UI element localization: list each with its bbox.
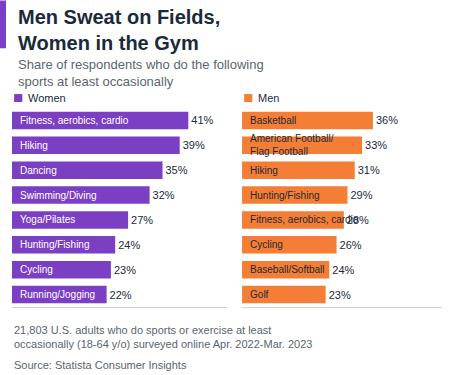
svg-text:Hiking: Hiking [20,140,48,151]
svg-text:Men Sweat on Fields,Women in t: Men Sweat on Fields,Women in the Gym [18,6,220,54]
svg-text:Golf: Golf [250,289,269,300]
svg-text:Fitness, aerobics, cardio: Fitness, aerobics, cardio [20,115,129,126]
svg-text:41%: 41% [191,114,213,126]
svg-text:Basketball: Basketball [250,115,296,126]
svg-text:33%: 33% [365,139,387,151]
svg-text:Cycling: Cycling [20,264,53,275]
svg-text:31%: 31% [358,164,380,176]
svg-text:32%: 32% [153,189,175,201]
svg-text:35%: 35% [166,164,188,176]
svg-text:American Football/Flag Footbal: American Football/Flag Football [250,133,334,157]
svg-text:Dancing: Dancing [20,165,57,176]
svg-text:Men: Men [258,92,279,104]
svg-text:Women: Women [28,92,66,104]
svg-text:Cycling: Cycling [250,239,283,250]
svg-text:Running/Jogging: Running/Jogging [20,289,95,300]
svg-text:Hunting/Fishing: Hunting/Fishing [250,190,319,201]
svg-text:36%: 36% [376,114,398,126]
svg-text:29%: 29% [350,189,372,201]
svg-text:22%: 22% [110,289,132,301]
svg-text:Hunting/Fishing: Hunting/Fishing [20,239,89,250]
svg-text:27%: 27% [131,214,153,226]
svg-text:Hiking: Hiking [250,165,278,176]
svg-text:23%: 23% [114,264,136,276]
svg-text:39%: 39% [183,139,205,151]
svg-text:23%: 23% [329,289,351,301]
svg-text:28%: 28% [347,214,369,226]
svg-text:24%: 24% [332,264,354,276]
svg-text:21,803 U.S. adults who do spor: 21,803 U.S. adults who do sports or exer… [14,324,312,350]
svg-text:Source: Statista Consumer Insi: Source: Statista Consumer Insights [14,359,187,371]
svg-text:24%: 24% [118,239,140,251]
svg-text:Swimming/Diving: Swimming/Diving [20,190,97,201]
svg-text:26%: 26% [340,239,362,251]
svg-text:Share of respondents who do th: Share of respondents who do the followin… [18,57,264,89]
svg-text:Baseball/Softball: Baseball/Softball [250,264,324,275]
svg-text:Fitness, aerobics, cardio: Fitness, aerobics, cardio [250,214,359,225]
svg-text:Yoga/Pilates: Yoga/Pilates [20,214,75,225]
